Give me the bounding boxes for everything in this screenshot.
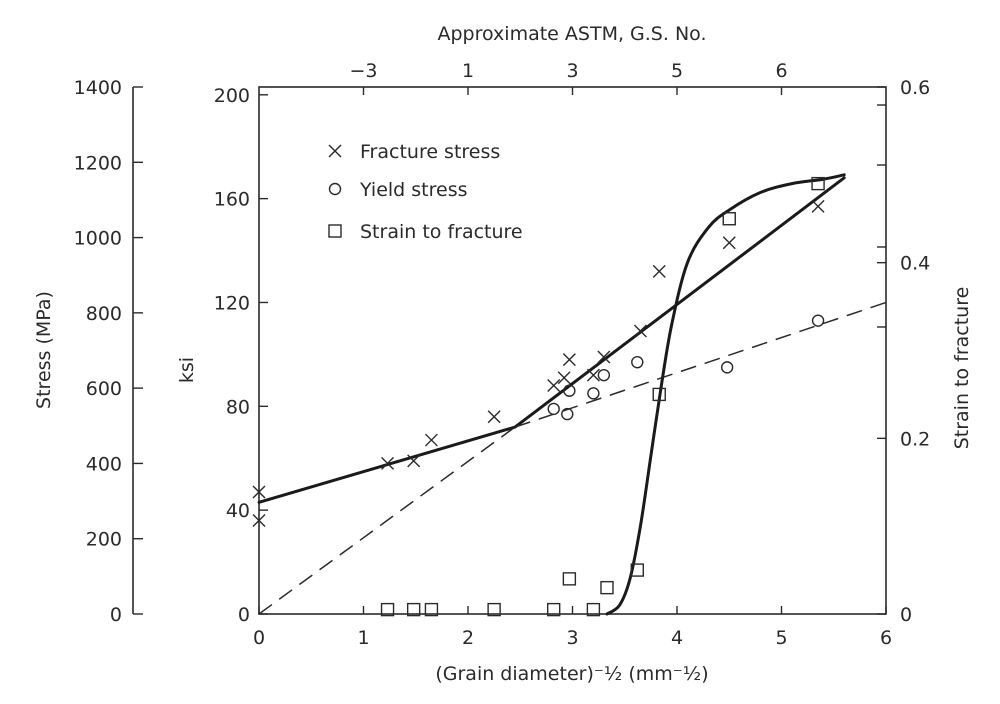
point-fracture-stress [633,324,647,338]
point-fracture-stress [407,454,421,468]
top-axis-title: Approximate ASTM, G.S. No. [438,23,707,45]
legend-label-fracture: Fracture stress [360,141,500,163]
strain-tick-label: 0.2 [900,428,930,450]
point-strain-to-fracture [722,212,736,226]
mpa-tick-label: 1200 [74,152,122,174]
legend-marker-fracture [328,144,342,158]
mpa-tick-label: 400 [86,453,122,475]
mpa-tick-label: 800 [86,303,122,325]
legend-marker-strain [328,224,342,238]
point-strain-to-fracture [652,387,666,402]
x-tick-label: 2 [462,627,474,649]
point-yield-stress [811,314,825,327]
point-yield-stress [563,384,576,397]
top-tick-label: 5 [671,60,683,82]
mpa-tick-label: 1400 [74,77,122,99]
point-yield-stress [720,361,734,374]
ksi-tick-label: 160 [214,189,250,211]
legend-symbol [328,144,342,158]
ksi-axis-title: ksi [176,357,198,383]
point-fracture-stress [487,410,501,424]
top-tick-label: 6 [775,60,787,82]
ksi-tick-label: 200 [214,85,250,107]
point-strain-to-fracture [630,563,644,577]
ksi-tick-label: 80 [226,396,250,418]
mpa-tick-label: 200 [86,529,122,551]
ticks-layer: 0 1 2 3 4 5 6−3 1 3 5 6020040060080010001200140004… [74,60,931,649]
point-fracture-stress [652,264,666,278]
x-tick-label: 4 [671,627,683,649]
point-yield-stress [547,402,560,416]
point-fracture-stress [424,433,438,447]
point-fracture-stress [557,371,571,385]
markers-layer [252,176,825,617]
point-fracture-stress [381,456,395,470]
mpa-tick-label: 1000 [74,228,122,250]
mpa-tick-label: 0 [110,604,122,626]
legend-label-yield: Yield stress [359,179,468,201]
point-yield-stress [631,355,644,369]
point-fracture-stress [562,353,576,367]
point-fracture-stress [597,350,611,364]
point-strain-to-fracture [562,572,577,586]
point-strain-to-fracture [406,602,421,617]
point-strain-to-fracture [424,602,439,617]
x-axis-title: (Grain diameter)⁻½ (mm⁻½) [435,663,708,685]
ksi-tick-label: 0 [238,604,250,626]
point-fracture-stress [586,368,600,382]
top-tick-label: 3 [566,60,578,82]
x-tick-label: 1 [357,627,369,649]
point-fracture-stress [722,236,736,250]
x-tick-label: 3 [566,627,578,649]
x-tick-label: 0 [253,627,265,649]
strain-tick-label: 0.4 [900,253,930,275]
point-yield-stress [597,368,611,382]
strain-tick-label: 0 [900,604,912,626]
point-yield-stress [561,407,574,421]
mpa-tick-label: 600 [86,378,122,400]
fit-line-strain-to-fracture [605,173,846,616]
point-strain-to-fracture [546,602,561,617]
strain-axis-title: Strain to fracture [951,287,973,450]
top-tick-label: −3 [349,60,377,82]
fit-line-fracture-stress [258,426,516,615]
x-tick-label: 5 [775,627,787,649]
ksi-tick-label: 120 [214,292,250,314]
legend-label-strain: Strain to fracture [360,221,523,243]
point-fracture-stress [252,514,266,528]
point-strain-to-fracture [487,602,501,617]
legend-symbol [328,224,342,238]
legend-marker-yield [328,182,342,196]
point-fracture-stress [252,485,266,499]
x-tick-label: 6 [880,627,892,649]
point-fracture-stress [547,379,561,393]
strain-tick-label: 0.6 [900,77,930,99]
legend-symbol [328,182,342,196]
ksi-tick-label: 40 [226,500,250,522]
point-yield-stress [587,387,600,400]
point-strain-to-fracture [811,176,825,191]
plot-frame [258,86,887,615]
legend: Fracture stress Yield stress Strain to f… [328,141,523,243]
point-strain-to-fracture [600,580,614,595]
fit-line-yield-stress [514,301,887,428]
point-strain-to-fracture [586,602,601,617]
top-tick-label: 1 [462,60,474,82]
mpa-axis-title: Stress (MPa) [33,291,55,409]
point-fracture-stress [811,199,825,213]
point-strain-to-fracture [380,602,395,617]
